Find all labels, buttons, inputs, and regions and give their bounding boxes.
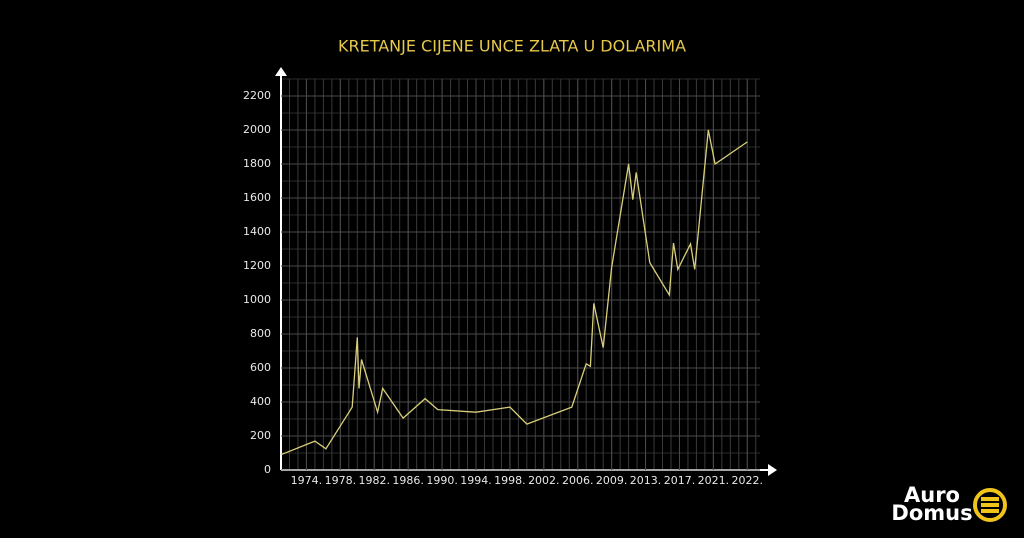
chart-title: KRETANJE CIJENE UNCE ZLATA U DOLARIMA [338, 37, 686, 56]
y-tick-label: 1000 [243, 293, 271, 306]
y-tick-label: 600 [250, 361, 271, 374]
x-tick-label: 2021. [698, 474, 730, 487]
x-tick-label: 2006. [562, 474, 594, 487]
logo: Auro Domus [891, 483, 1007, 525]
x-tick-label: 2017. [664, 474, 696, 487]
logo-icon [981, 509, 999, 513]
x-tick-label: 1982. [359, 474, 391, 487]
x-tick-label: 1994. [460, 474, 492, 487]
y-tick-label: 1400 [243, 225, 271, 238]
x-tick-label: 1990. [426, 474, 458, 487]
line [280, 129, 748, 456]
y-tick-label: 2200 [243, 89, 271, 102]
y-axis-arrow [275, 67, 287, 76]
y-tick-label: 2000 [243, 123, 271, 136]
x-tick-label: 1998. [494, 474, 526, 487]
y-tick-label: 1600 [243, 191, 271, 204]
x-tick-label: 1974. [291, 474, 323, 487]
logo-icon [981, 503, 999, 507]
x-axis-arrow [768, 464, 777, 476]
x-tick-label: 2013. [630, 474, 662, 487]
y-tick-label: 800 [250, 327, 271, 340]
x-tick-label: 2022. [732, 474, 764, 487]
y-tick-label: 1800 [243, 157, 271, 170]
y-tick-label: 0 [264, 463, 271, 476]
x-tick-label: 1986. [392, 474, 424, 487]
x-tick-label: 1978. [325, 474, 357, 487]
x-tick-label: 2009. [596, 474, 628, 487]
y-tick-label: 200 [250, 429, 271, 442]
logo-text: Auro [904, 483, 960, 507]
y-tick-label: 400 [250, 395, 271, 408]
logo-icon [981, 497, 999, 501]
y-tick-label: 1200 [243, 259, 271, 272]
x-tick-label: 2002. [528, 474, 560, 487]
logo-icon [973, 488, 1007, 522]
logo-text: Domus [891, 501, 972, 525]
